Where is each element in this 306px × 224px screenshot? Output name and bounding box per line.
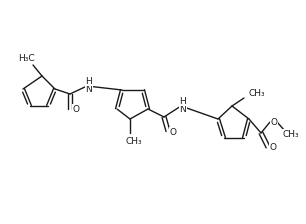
Text: O: O [73, 105, 80, 114]
Text: H₃C: H₃C [18, 54, 34, 62]
Text: O: O [170, 127, 177, 136]
Text: CH₃: CH₃ [249, 88, 265, 97]
Text: N: N [86, 84, 92, 93]
Text: H: H [86, 77, 92, 86]
Text: CH₃: CH₃ [126, 136, 142, 146]
Text: O: O [271, 118, 278, 127]
Text: H: H [180, 97, 186, 106]
Text: CH₃: CH₃ [283, 129, 299, 138]
Text: O: O [270, 142, 277, 151]
Text: N: N [180, 105, 186, 114]
